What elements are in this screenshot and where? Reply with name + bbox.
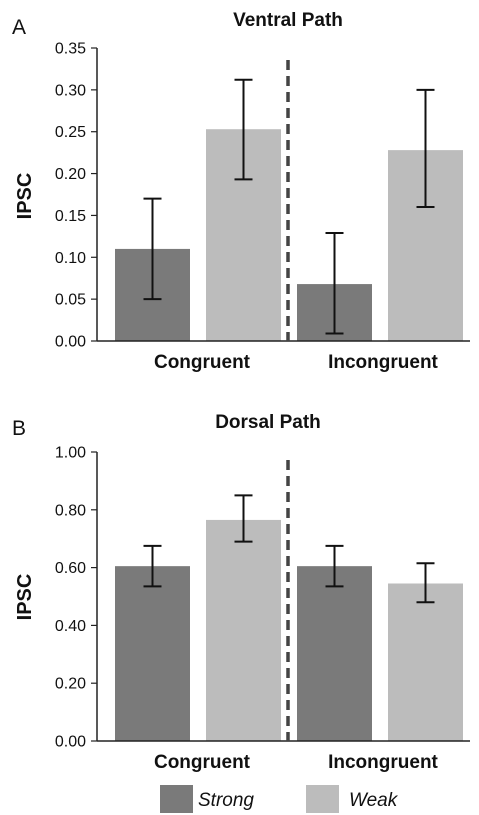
legend-label-weak: Weak [349,790,399,811]
bar-weak-congruent-dorsal [206,519,281,741]
bar-weak-incongruent-dorsal [388,583,463,741]
y-tick-labels-dorsal: 0.00 0.20 0.40 0.60 0.80 1.00 [55,445,97,751]
chart-title-dorsal: Dorsal Path [215,412,321,433]
y-tick-label-ventral: 0.00 [55,334,86,351]
y-tick-label-ventral: 0.20 [55,166,86,183]
legend: Strong Weak [160,785,399,813]
y-tick-label-ventral: 0.15 [55,208,86,225]
y-tick-label-ventral: 0.30 [55,82,86,99]
y-tick-label-ventral: 0.10 [55,250,86,267]
group-label-congruent-ventral: Congruent [154,352,251,373]
y-axis-label-ventral: IPSC [14,173,36,220]
y-tick-label-dorsal: 0.80 [55,502,86,519]
legend-label-strong: Strong [198,790,254,811]
y-axis-label-dorsal: IPSC [14,574,36,621]
y-tick-label-dorsal: 1.00 [55,445,86,462]
legend-swatch-strong [160,785,193,813]
bar-strong-incongruent-dorsal [297,566,372,741]
error-bars-dorsal [143,494,435,604]
panel-letter-b: B [12,417,26,440]
group-label-incongruent-ventral: Incongruent [328,352,438,373]
panel-dorsal: B Dorsal Path IPSC 0.00 0.20 0.40 0.60 0.80 1… [12,412,470,773]
panel-letter-a: A [12,16,26,39]
legend-swatch-weak [306,785,339,813]
panel-ventral: A Ventral Path IPSC 0.00 0.05 0.10 0.15 0.20… [12,10,470,373]
error-bars-ventral [143,78,435,335]
bar-strong-congruent-dorsal [115,566,190,741]
chart-title-ventral: Ventral Path [233,10,343,31]
y-tick-labels-ventral: 0.00 0.05 0.10 0.15 0.20 0.25 0.30 0.35 [55,41,97,351]
y-tick-label-dorsal: 0.00 [55,734,86,751]
y-tick-label-dorsal: 0.60 [55,560,86,577]
bars-dorsal [115,519,463,741]
y-tick-label-ventral: 0.35 [55,41,86,58]
y-tick-label-ventral: 0.25 [55,124,86,141]
y-tick-label-dorsal: 0.40 [55,618,86,635]
group-label-congruent-dorsal: Congruent [154,752,251,773]
group-label-incongruent-dorsal: Incongruent [328,752,438,773]
y-tick-label-ventral: 0.05 [55,292,86,309]
y-tick-label-dorsal: 0.20 [55,676,86,693]
